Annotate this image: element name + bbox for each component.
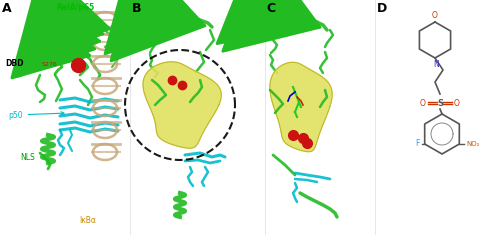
Text: C: C [266, 2, 275, 15]
Polygon shape [143, 62, 222, 148]
Polygon shape [270, 62, 332, 152]
Text: N: N [433, 60, 439, 69]
Text: NLS: NLS [20, 153, 35, 161]
Text: B: B [132, 2, 141, 15]
Text: O: O [432, 11, 438, 20]
Text: IκBα: IκBα [80, 216, 96, 225]
Text: NO₂: NO₂ [466, 141, 480, 147]
Text: S276: S276 [42, 62, 58, 67]
Text: O: O [454, 99, 460, 109]
Text: p50: p50 [8, 110, 64, 120]
Text: D: D [377, 2, 387, 15]
Text: S: S [437, 99, 443, 109]
Text: RelA/p65: RelA/p65 [56, 3, 94, 12]
Text: A: A [2, 2, 12, 15]
Text: F: F [416, 140, 420, 149]
Text: DBD: DBD [5, 59, 24, 67]
Text: O: O [420, 99, 426, 109]
